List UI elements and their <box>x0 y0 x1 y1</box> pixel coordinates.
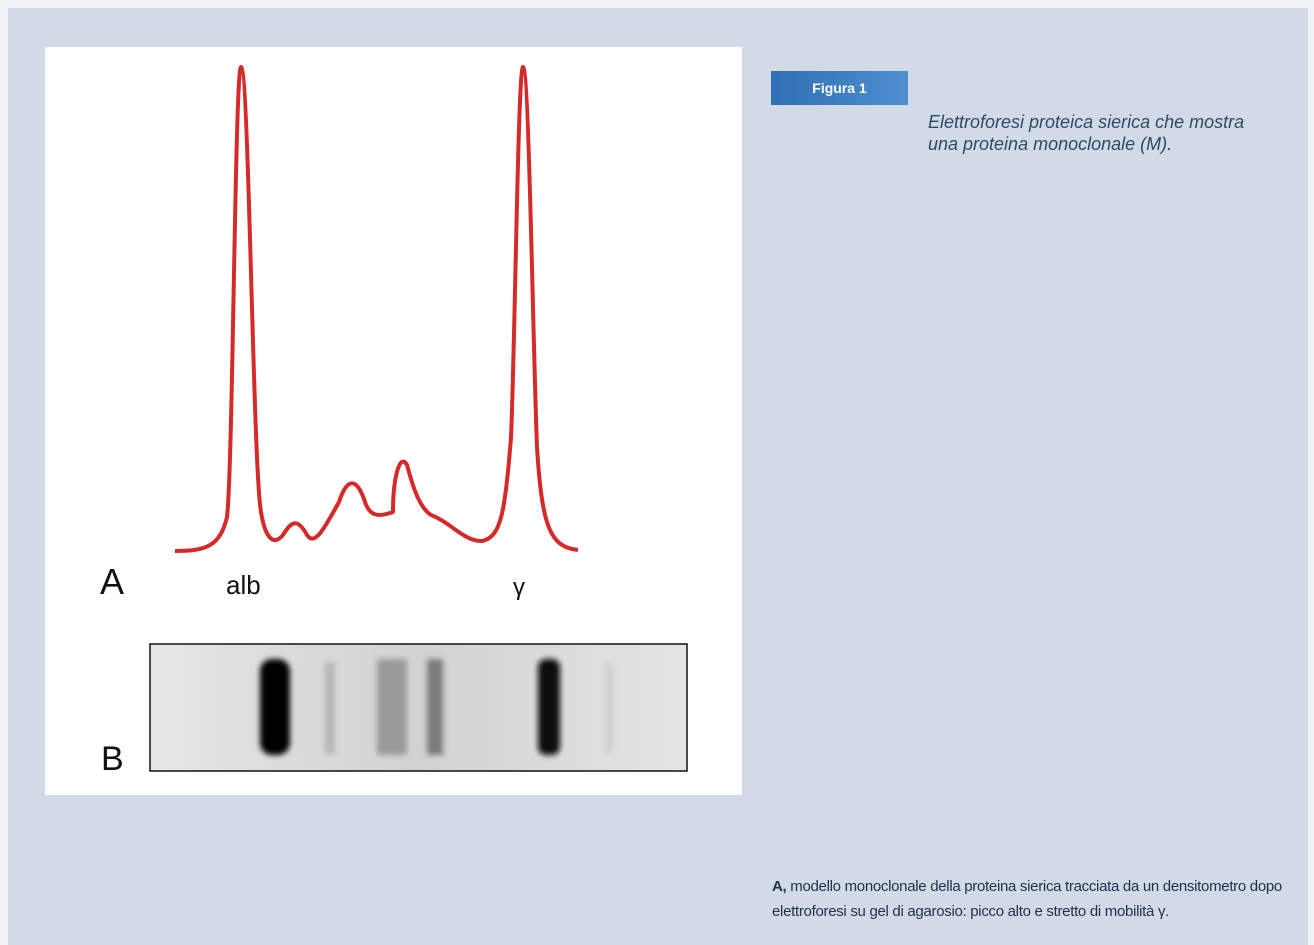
figure-description: A, modello monoclonale della proteina si… <box>772 874 1292 924</box>
peak-label: alb <box>226 570 261 601</box>
densitometry-curve <box>175 67 578 551</box>
page-body: A alb γ B Figura 1 Elettroforesi proteic… <box>0 0 1314 945</box>
figure-art <box>45 47 742 795</box>
peak-label: γ <box>513 574 525 602</box>
figure-panel: A alb γ B <box>45 47 742 795</box>
figure-label: Figura 1 <box>771 71 908 105</box>
description-lead: A, <box>772 878 786 895</box>
panel-label: B <box>101 740 124 779</box>
figure-caption: Elettroforesi proteica sierica che mostr… <box>928 111 1278 155</box>
page: A alb γ B Figura 1 Elettroforesi proteic… <box>8 8 1308 945</box>
description-text: modello monoclonale della proteina sieri… <box>772 878 1282 920</box>
panel-label: A <box>100 561 124 603</box>
